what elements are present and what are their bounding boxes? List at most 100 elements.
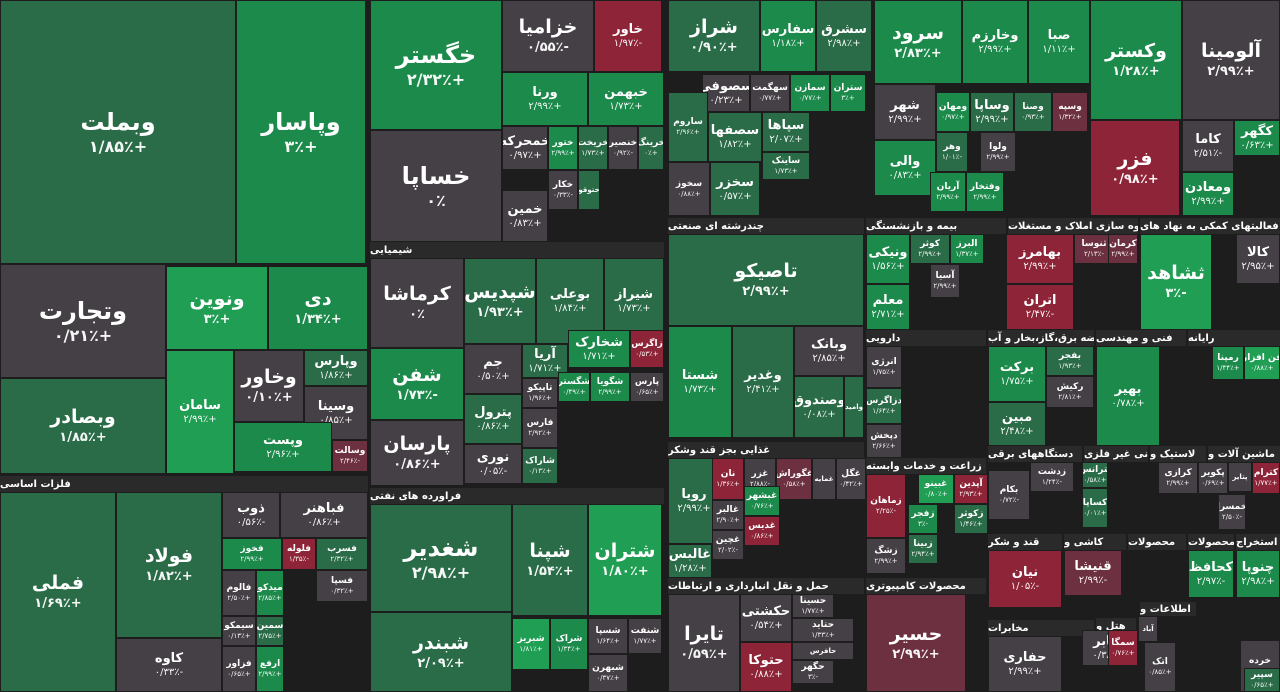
stock-tile[interactable]: حتاید +۱/۳۳٪ — [792, 618, 854, 642]
stock-tile[interactable]: وفتخار +۲/۹۹٪ — [966, 172, 1004, 212]
stock-tile[interactable]: سمازن +۰/۷۷٪ — [790, 74, 830, 112]
stock-tile[interactable]: ذوب -۰/۵۶٪ — [222, 492, 280, 538]
stock-tile[interactable]: حسینا +۱/۷۷٪ — [792, 594, 834, 618]
stock-tile[interactable]: شپنا +۱/۵۴٪ — [512, 504, 588, 616]
stock-tile[interactable]: قنیشا -۲/۹۹٪ — [1064, 550, 1122, 596]
stock-tile[interactable]: شبهرن +۰/۳۷٪ — [588, 654, 628, 692]
stock-tile[interactable]: شغدیر +۲/۹۸٪ — [370, 504, 512, 612]
stock-tile[interactable]: حافرس+۰/۹۸٪ — [792, 642, 854, 660]
stock-tile[interactable]: فملی +۱/۶۹٪ — [0, 492, 116, 692]
stock-tile[interactable]: وبصادر +۱/۸۵٪ — [0, 378, 166, 474]
stock-tile[interactable]: ورنا +۲/۹۹٪ — [502, 72, 588, 126]
stock-tile[interactable]: زکوثر +۱/۴۶٪ — [954, 504, 988, 534]
stock-tile[interactable]: غالبر +۲/۹۰٪ — [712, 500, 744, 530]
stock-tile[interactable]: ختوقو+۲/۰۱٪ — [578, 170, 600, 210]
stock-tile[interactable]: میدکو +۲/۸۵٪ — [256, 570, 284, 616]
stock-tile[interactable]: وامید+۱/۵۳٪ — [844, 376, 864, 438]
stock-tile[interactable]: خریخت +۱/۷۳٪ — [578, 126, 608, 170]
stock-tile[interactable]: نیان -۱/۰۵٪ — [988, 550, 1062, 608]
stock-tile[interactable]: شستا +۱/۷۳٪ — [668, 326, 732, 438]
stock-tile[interactable]: ونیکی +۱/۵۶٪ — [866, 234, 910, 284]
stock-tile[interactable]: آپدین +۲/۹۳٪ — [954, 474, 988, 504]
stock-tile[interactable]: شهر +۲/۹۹٪ — [874, 84, 936, 140]
stock-tile[interactable]: غالبس +۱/۲۸٪ — [668, 544, 712, 578]
stock-tile[interactable]: سصوفی+۰/۲۳٪ — [702, 74, 750, 112]
stock-tile[interactable]: وبملت +۱/۸۵٪ — [0, 0, 236, 264]
stock-tile[interactable]: شفن -۱/۷۳٪ — [370, 348, 464, 420]
stock-tile[interactable]: والی +۰/۸۳٪ — [874, 140, 936, 196]
stock-tile[interactable]: سصفها +۱/۸۲٪ — [708, 112, 762, 162]
stock-tile[interactable]: کالا +۲/۹۵٪ — [1236, 234, 1280, 284]
stock-tile[interactable]: ومهان +۰/۹۷٪ — [936, 92, 970, 132]
stock-tile[interactable]: فباهنر +۰/۸۶٪ — [280, 492, 368, 538]
stock-tile[interactable]: وهر -۱/۰۱٪ — [936, 132, 968, 172]
stock-tile[interactable]: وپاسار +۳٪ — [236, 0, 366, 264]
stock-tile[interactable]: دی +۱/۳۴٪ — [268, 266, 368, 350]
stock-tile[interactable]: فسپا +۰/۳۲٪ — [316, 570, 368, 602]
stock-tile[interactable]: شسپا +۱/۶۴٪ — [588, 618, 628, 654]
stock-tile[interactable]: سرود +۲/۸۳٪ — [874, 0, 962, 84]
stock-tile[interactable]: جم +۰/۵۰٪ — [464, 344, 522, 394]
stock-tile[interactable]: کرازی +۲/۹۹٪ — [1158, 462, 1198, 494]
stock-tile[interactable]: انرژی +۱/۷۵٪ — [866, 346, 902, 388]
stock-tile[interactable]: سشرق +۲/۹۸٪ — [816, 0, 872, 72]
stock-tile[interactable]: خمین +۰/۸۳٪ — [502, 190, 548, 242]
stock-tile[interactable]: غچین -۲/۰۲٪ — [712, 530, 744, 560]
stock-tile[interactable]: زبینا +۲/۹۴٪ — [908, 534, 938, 564]
stock-tile[interactable]: فخوز +۲/۹۹٪ — [222, 538, 282, 570]
stock-tile[interactable]: شخارک +۱/۷۱٪ — [568, 330, 630, 368]
stock-tile[interactable]: ثشاهد -۳٪ — [1140, 234, 1212, 330]
stock-tile[interactable]: وتجارت +۰/۲۱٪ — [0, 264, 166, 378]
stock-tile[interactable]: صبا +۱/۱۱٪ — [1028, 0, 1090, 84]
stock-tile[interactable]: سیمکو +۰/۱۳٪ — [222, 616, 256, 646]
stock-tile[interactable]: سمین +۲/۷۵٪ — [256, 616, 284, 646]
stock-tile[interactable]: ساینک +۱/۷۳٪ — [762, 152, 810, 180]
stock-tile[interactable]: دپخش +۲/۶۶٪ — [866, 424, 902, 458]
stock-tile[interactable]: غگل +۰/۴۲٪ — [836, 458, 866, 500]
stock-tile[interactable]: خرینگ +۰٪ — [638, 126, 664, 170]
stock-tile[interactable]: فولاد +۱/۸۲٪ — [116, 492, 222, 638]
stock-tile[interactable]: البرز +۱/۳۷٪ — [950, 234, 984, 264]
stock-tile[interactable]: کگهر +۰/۶۳٪ — [1234, 120, 1280, 156]
stock-tile[interactable]: دزاگرس +۱/۶۴٪ — [866, 388, 902, 424]
stock-tile[interactable]: وخاور +۰/۱۰٪ — [234, 350, 304, 422]
stock-tile[interactable]: خمسرا -۲/۵۰٪ — [1218, 494, 1246, 530]
stock-tile[interactable]: شبریز +۱/۸۱٪ — [512, 618, 550, 670]
stock-tile[interactable]: وبانک +۲/۸۵٪ — [794, 326, 864, 376]
stock-tile[interactable]: اتران -۲/۴۷٪ — [1006, 284, 1074, 330]
stock-tile[interactable]: رکیش +۲/۸۱٪ — [1046, 376, 1094, 408]
stock-tile[interactable]: غبشهر +۰/۷۶٪ — [744, 486, 780, 516]
stock-tile[interactable]: وسالت -۲/۴۶٪ — [332, 440, 368, 472]
stock-tile[interactable]: شگستر +۰/۴۹٪ — [558, 372, 590, 402]
stock-tile[interactable]: وسینا +۰/۸۵٪ — [304, 386, 368, 440]
stock-tile[interactable]: حسیر +۲/۹۹٪ — [866, 594, 966, 692]
stock-tile[interactable]: ونوین +۳٪ — [166, 266, 268, 350]
stock-tile[interactable]: ارفع +۲/۹۹٪ — [256, 646, 284, 692]
stock-tile[interactable]: فلوله -۱/۳۵٪ — [282, 538, 316, 570]
stock-tile[interactable]: کاوه -۰/۳۳٪ — [116, 638, 222, 692]
stock-tile[interactable]: شپدیس +۱/۹۳٪ — [464, 258, 536, 344]
stock-tile[interactable]: سهگمت +۰/۷۷٪ — [750, 74, 790, 112]
stock-tile[interactable]: تایرا +۰/۵۹٪ — [668, 594, 740, 692]
stock-tile[interactable]: شراک +۱/۳۴٪ — [550, 618, 588, 670]
stock-tile[interactable]: خزامیا -۰/۵۵٪ — [502, 0, 594, 72]
stock-tile[interactable]: وپست +۲/۹۶٪ — [234, 422, 332, 472]
stock-tile[interactable]: رمپنا +۱/۴۴٪ — [1212, 346, 1244, 380]
stock-tile[interactable]: غگوراش +۰/۵۸٪ — [776, 458, 812, 500]
stock-tile[interactable]: خگستر +۲/۳۲٪ — [370, 0, 502, 130]
stock-tile[interactable]: آباد-۲/۹۹٪ — [1138, 616, 1158, 642]
stock-tile[interactable]: نان +۱/۳۶٪ — [712, 458, 744, 500]
stock-tile[interactable]: سپاها +۲/۰۷٪ — [762, 112, 810, 152]
stock-tile[interactable]: حفاری +۲/۹۹٪ — [988, 636, 1062, 692]
stock-tile[interactable]: کوثر +۲/۹۹٪ — [910, 234, 950, 264]
stock-tile[interactable]: فالوم +۲/۵۰٪ — [222, 570, 256, 616]
stock-tile[interactable]: غمایه-۲/۸۱٪ — [812, 458, 836, 500]
stock-tile[interactable]: ساروم +۲/۹۶٪ — [668, 92, 708, 162]
stock-tile[interactable]: سامان +۲/۹۹٪ — [166, 350, 234, 474]
stock-tile[interactable]: وخارزم +۲/۹۹٪ — [962, 0, 1028, 84]
stock-tile[interactable]: وساپا +۲/۹۹٪ — [970, 92, 1014, 132]
stock-tile[interactable]: شتران +۱/۸۰٪ — [588, 504, 662, 616]
stock-tile[interactable]: فارس +۲/۹۲٪ — [522, 408, 558, 448]
stock-tile[interactable]: زفجر -۳٪ — [908, 504, 938, 534]
stock-tile[interactable]: خکار -۰/۳۳٪ — [548, 170, 578, 210]
